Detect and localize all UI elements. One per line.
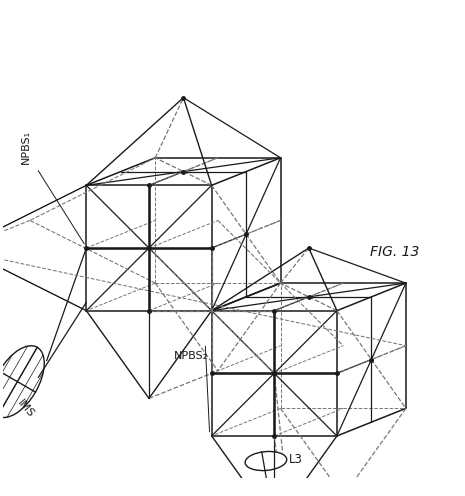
Text: NPBS₁: NPBS₁ (21, 130, 31, 165)
Text: FIG. 13: FIG. 13 (370, 246, 420, 259)
Text: L3: L3 (289, 453, 303, 466)
Text: IMS: IMS (15, 397, 36, 419)
Text: NPBS₂: NPBS₂ (174, 351, 208, 361)
